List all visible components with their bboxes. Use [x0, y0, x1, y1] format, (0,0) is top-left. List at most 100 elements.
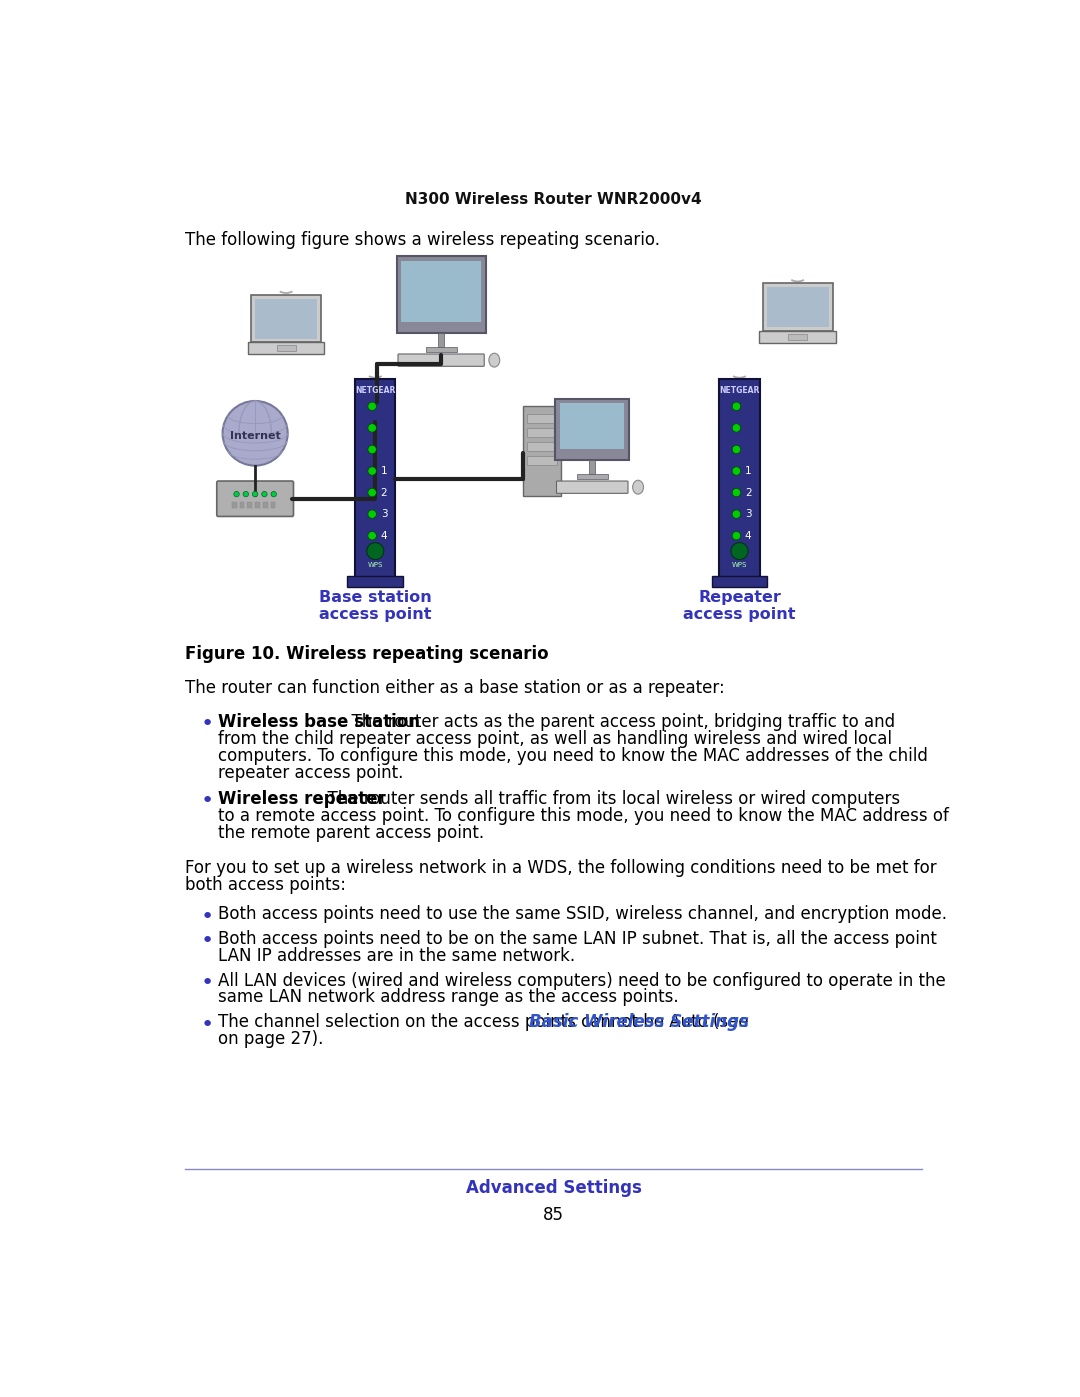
FancyBboxPatch shape — [556, 481, 627, 493]
Text: Repeater: Repeater — [698, 590, 781, 605]
FancyBboxPatch shape — [396, 256, 486, 334]
Text: •: • — [201, 974, 214, 993]
Text: 85: 85 — [543, 1206, 564, 1224]
Text: Both access points need to be on the same LAN IP subnet. That is, all the access: Both access points need to be on the sam… — [218, 930, 936, 949]
Text: WPS: WPS — [367, 562, 383, 567]
Circle shape — [243, 492, 248, 497]
FancyBboxPatch shape — [255, 299, 318, 338]
FancyBboxPatch shape — [401, 261, 481, 323]
FancyBboxPatch shape — [759, 331, 836, 342]
Circle shape — [368, 402, 377, 411]
Text: 4: 4 — [380, 531, 388, 541]
FancyBboxPatch shape — [523, 405, 562, 496]
Text: computers. To configure this mode, you need to know the MAC addresses of the chi: computers. To configure this mode, you n… — [218, 746, 928, 764]
FancyBboxPatch shape — [255, 502, 260, 509]
Text: Internet: Internet — [230, 432, 281, 441]
Circle shape — [732, 489, 741, 497]
Circle shape — [368, 531, 377, 539]
Text: LAN IP addresses are in the same network.: LAN IP addresses are in the same network… — [218, 947, 575, 965]
Circle shape — [732, 531, 741, 539]
Text: 2: 2 — [745, 488, 752, 497]
Text: . The router acts as the parent access point, bridging traffic to and: . The router acts as the parent access p… — [341, 712, 895, 731]
Text: 3: 3 — [380, 509, 388, 520]
FancyBboxPatch shape — [348, 576, 403, 587]
FancyBboxPatch shape — [399, 353, 484, 366]
Text: access point: access point — [319, 606, 432, 622]
Text: The following figure shows a wireless repeating scenario.: The following figure shows a wireless re… — [186, 231, 660, 249]
Text: Figure 10. Wireless repeating scenario: Figure 10. Wireless repeating scenario — [186, 645, 549, 664]
FancyBboxPatch shape — [262, 502, 268, 509]
FancyBboxPatch shape — [217, 481, 294, 517]
Text: Basic Wireless Settings: Basic Wireless Settings — [529, 1013, 750, 1031]
Circle shape — [731, 542, 748, 560]
Circle shape — [368, 423, 377, 432]
Text: N300 Wireless Router WNR2000v4: N300 Wireless Router WNR2000v4 — [405, 193, 702, 207]
FancyBboxPatch shape — [438, 334, 444, 346]
Ellipse shape — [633, 481, 644, 495]
FancyBboxPatch shape — [555, 398, 629, 460]
Text: WPS: WPS — [732, 562, 747, 567]
Circle shape — [261, 492, 267, 497]
Text: from the child repeater access point, as well as handling wireless and wired loc: from the child repeater access point, as… — [218, 729, 892, 747]
Circle shape — [368, 446, 377, 454]
FancyBboxPatch shape — [767, 286, 828, 327]
FancyBboxPatch shape — [527, 427, 556, 437]
FancyBboxPatch shape — [561, 404, 624, 450]
Text: The channel selection on the access points cannot be Auto (see: The channel selection on the access poin… — [218, 1013, 754, 1031]
FancyBboxPatch shape — [247, 342, 324, 355]
FancyBboxPatch shape — [240, 502, 244, 509]
FancyBboxPatch shape — [426, 346, 457, 352]
Text: both access points:: both access points: — [186, 876, 347, 894]
FancyBboxPatch shape — [712, 576, 768, 587]
Text: For you to set up a wireless network in a WDS, the following conditions need to : For you to set up a wireless network in … — [186, 859, 937, 877]
Text: •: • — [201, 791, 214, 812]
Circle shape — [222, 401, 287, 465]
Text: same LAN network address range as the access points.: same LAN network address range as the ac… — [218, 989, 678, 1006]
Text: Base station: Base station — [319, 590, 432, 605]
Text: 1: 1 — [380, 467, 388, 476]
Text: NETGEAR: NETGEAR — [719, 387, 759, 395]
Circle shape — [233, 492, 240, 497]
Text: Wireless repeater: Wireless repeater — [218, 789, 386, 807]
FancyBboxPatch shape — [577, 474, 608, 479]
Circle shape — [732, 446, 741, 454]
Text: •: • — [201, 907, 214, 926]
Text: •: • — [201, 714, 214, 735]
FancyBboxPatch shape — [276, 345, 296, 352]
Circle shape — [368, 489, 377, 497]
Text: access point: access point — [684, 606, 796, 622]
Text: •: • — [201, 932, 214, 951]
Text: on page 27).: on page 27). — [218, 1030, 323, 1048]
FancyBboxPatch shape — [355, 379, 395, 577]
FancyBboxPatch shape — [247, 502, 252, 509]
Circle shape — [271, 492, 276, 497]
Circle shape — [732, 467, 741, 475]
FancyBboxPatch shape — [252, 295, 321, 342]
FancyBboxPatch shape — [719, 379, 759, 577]
Ellipse shape — [489, 353, 500, 367]
Circle shape — [732, 423, 741, 432]
FancyBboxPatch shape — [527, 441, 556, 451]
Circle shape — [253, 492, 258, 497]
Circle shape — [368, 510, 377, 518]
Text: •: • — [201, 1014, 214, 1035]
FancyBboxPatch shape — [590, 460, 595, 474]
Text: the remote parent access point.: the remote parent access point. — [218, 824, 484, 841]
Text: 1: 1 — [745, 467, 752, 476]
FancyBboxPatch shape — [527, 414, 556, 423]
Text: 3: 3 — [745, 509, 752, 520]
FancyBboxPatch shape — [762, 284, 833, 331]
Text: Both access points need to use the same SSID, wireless channel, and encryption m: Both access points need to use the same … — [218, 905, 947, 923]
Text: 4: 4 — [745, 531, 752, 541]
Text: Advanced Settings: Advanced Settings — [465, 1179, 642, 1197]
Text: to a remote access point. To configure this mode, you need to know the MAC addre: to a remote access point. To configure t… — [218, 806, 949, 824]
Circle shape — [732, 510, 741, 518]
Circle shape — [367, 542, 383, 560]
Text: Wireless base station: Wireless base station — [218, 712, 420, 731]
FancyBboxPatch shape — [527, 455, 556, 465]
Text: All LAN devices (wired and wireless computers) need to be configured to operate : All LAN devices (wired and wireless comp… — [218, 971, 946, 989]
FancyBboxPatch shape — [788, 334, 807, 339]
Text: repeater access point.: repeater access point. — [218, 764, 403, 781]
FancyBboxPatch shape — [232, 502, 237, 509]
Circle shape — [732, 402, 741, 411]
